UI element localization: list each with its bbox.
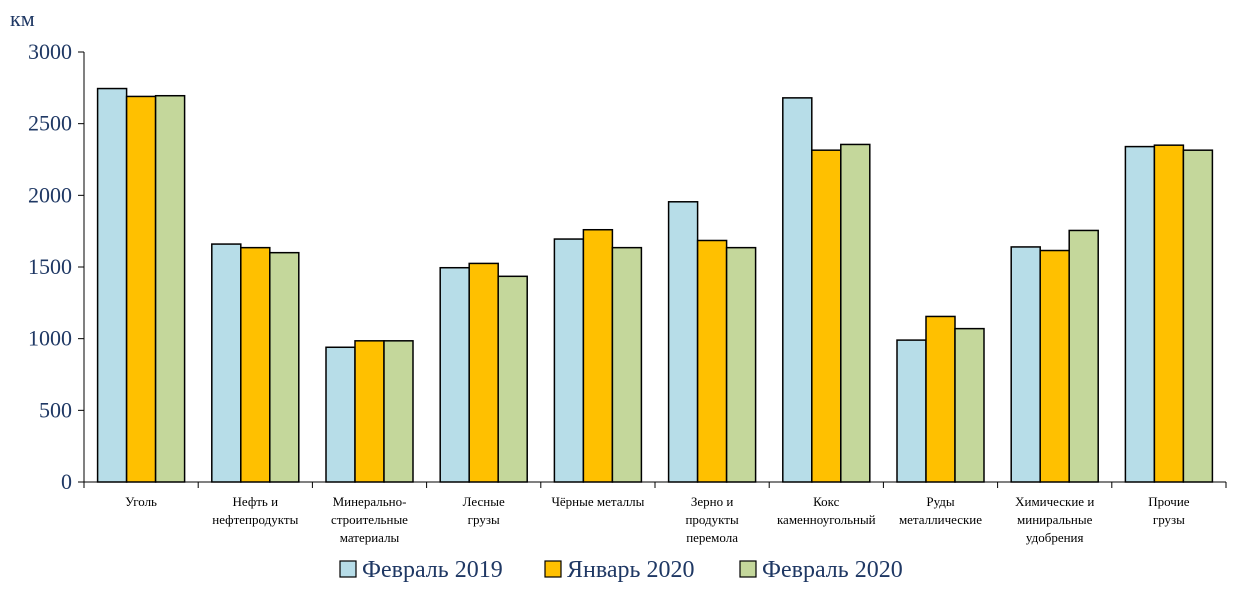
bar <box>896 339 927 483</box>
bar <box>383 340 414 483</box>
y-tick-label: 0 <box>61 469 72 494</box>
legend-label: Январь 2020 <box>567 557 694 583</box>
y-axis: 0 500 1000 1500 2000 2500 3000 <box>28 39 85 494</box>
x-tick-label-line: Химические и <box>1015 494 1094 509</box>
x-tick-label: Уголь <box>125 494 157 509</box>
x-tick-label: Минерально-строительные материалы <box>331 494 408 545</box>
bar <box>840 143 871 483</box>
x-tick-label-line: удобрения <box>1026 530 1084 545</box>
legend-swatch <box>544 560 562 578</box>
x-tick-label: Чёрные металлы <box>551 494 644 509</box>
y-tick-label: 1500 <box>28 254 72 279</box>
bar <box>154 94 186 483</box>
bar <box>811 149 842 483</box>
x-tick-label-line: каменноугольный <box>777 512 876 527</box>
bar <box>1068 229 1099 483</box>
x-tick-label-line: строительные <box>331 512 408 527</box>
bar <box>468 262 499 483</box>
bar <box>782 97 813 483</box>
x-tick-label-line: миниральные <box>1017 512 1093 527</box>
bar <box>1010 246 1041 483</box>
x-tick-label: Руды металлические <box>899 494 982 527</box>
bars <box>96 87 1214 483</box>
x-tick-label-line: Руды <box>926 494 955 509</box>
bar <box>954 327 985 483</box>
y-axis-label: км <box>10 6 35 31</box>
x-tick-label-line: Нефть и <box>233 494 279 509</box>
bar <box>439 266 470 483</box>
x-tick-label-line: Прочие <box>1148 494 1190 509</box>
bar <box>1124 145 1156 483</box>
bar <box>325 346 356 483</box>
bar <box>553 238 585 483</box>
x-tick-label-line: Чёрные металлы <box>551 494 644 509</box>
x-tick-label: Зерно и продукты перемола <box>685 494 739 545</box>
bar <box>1153 144 1185 483</box>
x-tick-label: Химические и миниральные удобрения <box>1015 494 1094 545</box>
bar <box>1039 249 1070 483</box>
x-tick-label: Прочие грузы <box>1148 494 1190 527</box>
x-tick-label-line: грузы <box>1153 512 1185 527</box>
y-tick-label: 2500 <box>28 111 72 136</box>
x-tick-label-line: продукты <box>685 512 739 527</box>
legend-swatch <box>739 560 757 578</box>
x-tick-label: Кокс каменноугольный <box>777 494 876 527</box>
y-tick-label: 3000 <box>28 39 72 64</box>
bar <box>667 201 699 483</box>
x-tick-label-line: грузы <box>468 512 500 527</box>
bar <box>725 246 757 483</box>
y-tick-label: 2000 <box>28 182 72 207</box>
y-tick-label: 1000 <box>28 326 72 351</box>
x-tick-label-line: материалы <box>340 530 400 545</box>
bar <box>611 246 643 483</box>
legend: Февраль 2019 Январь 2020 Февраль 2020 <box>339 557 903 583</box>
bar <box>211 243 242 483</box>
x-tick-label-line: Кокс <box>813 494 840 509</box>
legend-swatch <box>339 560 357 578</box>
x-tick-label-line: Уголь <box>125 494 157 509</box>
x-tick-label-line: металлические <box>899 512 982 527</box>
x-tick-label-line: нефтепродукты <box>212 512 298 527</box>
bar <box>240 246 271 483</box>
x-tick-label: Лесные грузы <box>463 494 505 527</box>
bar <box>96 87 128 483</box>
bar <box>582 228 614 483</box>
x-tick-label-line: Минерально- <box>333 494 407 509</box>
bar <box>925 315 956 483</box>
y-tick-label: 500 <box>39 397 72 422</box>
legend-label: Февраль 2020 <box>762 557 903 583</box>
x-tick-label-line: Лесные <box>463 494 505 509</box>
bar <box>125 95 157 483</box>
bar <box>354 340 385 483</box>
bar <box>497 275 528 483</box>
bar <box>269 251 300 483</box>
x-axis: Уголь Нефть и нефтепродукты Минерально-стро… <box>83 481 1227 545</box>
x-tick-label-line: перемола <box>686 530 738 545</box>
bar <box>1182 149 1214 483</box>
x-tick-label: Нефть и нефтепродукты <box>212 494 298 527</box>
bar <box>696 239 728 483</box>
legend-label: Февраль 2019 <box>362 557 503 583</box>
x-tick-label-line: Зерно и <box>691 494 733 509</box>
